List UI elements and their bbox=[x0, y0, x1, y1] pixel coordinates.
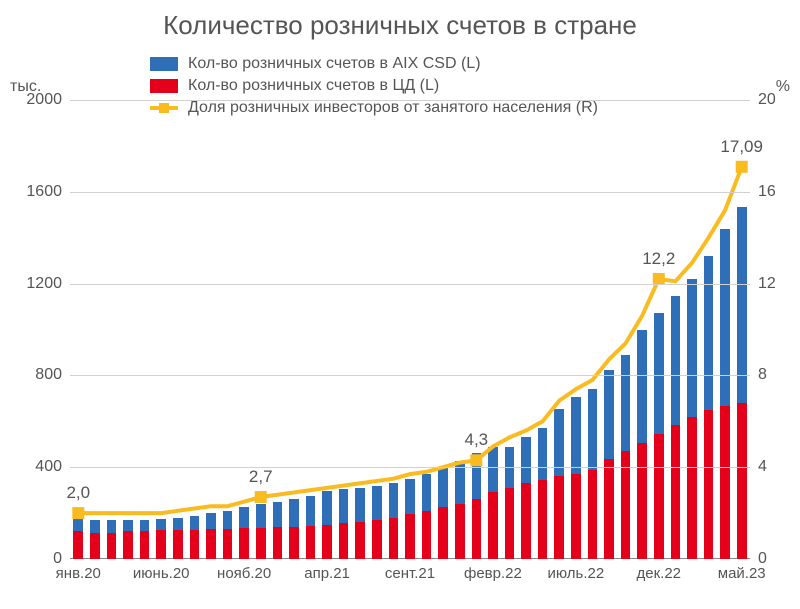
data-label: 12,2 bbox=[642, 249, 675, 269]
share-marker bbox=[255, 491, 267, 503]
share-marker bbox=[72, 507, 84, 519]
grid-line bbox=[70, 192, 750, 193]
y-tick-left: 2000 bbox=[26, 91, 70, 109]
y-tick-left: 800 bbox=[35, 366, 70, 384]
legend-swatch-cd bbox=[150, 79, 178, 93]
share-marker bbox=[470, 454, 482, 466]
y-tick-right: 4 bbox=[750, 458, 767, 476]
legend-item-aix: Кол-во розничных счетов в AIX CSD (L) bbox=[150, 55, 598, 73]
y-tick-right: 8 bbox=[750, 366, 767, 384]
x-tick-label: июль.22 bbox=[547, 559, 604, 582]
grid-line bbox=[70, 375, 750, 376]
x-tick-label: апр.21 bbox=[304, 559, 350, 582]
chart-title: Количество розничных счетов в стране bbox=[0, 10, 800, 41]
data-label: 2,0 bbox=[66, 483, 90, 503]
x-tick-label: февр.22 bbox=[464, 559, 522, 582]
legend-item-cd: Кол-во розничных счетов в ЦД (L) bbox=[150, 77, 598, 95]
y-axis-right-label: % bbox=[776, 78, 790, 96]
legend-swatch-aix bbox=[150, 57, 178, 71]
chart-container: Количество розничных счетов в стране тыс… bbox=[0, 0, 800, 609]
legend-label-cd: Кол-во розничных счетов в ЦД (L) bbox=[188, 77, 439, 95]
y-tick-left: 1600 bbox=[26, 183, 70, 201]
grid-line bbox=[70, 284, 750, 285]
grid-line bbox=[70, 100, 750, 101]
x-tick-label: июнь.20 bbox=[133, 559, 190, 582]
data-label: 17,09 bbox=[720, 137, 763, 157]
grid-line bbox=[70, 467, 750, 468]
y-tick-right: 12 bbox=[750, 275, 776, 293]
x-tick-label: дек.22 bbox=[637, 559, 682, 582]
share-marker bbox=[736, 161, 748, 173]
line-overlay bbox=[70, 100, 750, 559]
x-tick-label: май.23 bbox=[718, 559, 766, 582]
y-tick-left: 400 bbox=[35, 458, 70, 476]
y-tick-right: 16 bbox=[750, 183, 776, 201]
data-label: 4,3 bbox=[465, 430, 489, 450]
x-tick-label: сент.21 bbox=[385, 559, 435, 582]
x-tick-label: янв.20 bbox=[56, 559, 101, 582]
legend-label-aix: Кол-во розничных счетов в AIX CSD (L) bbox=[188, 55, 481, 73]
y-tick-left: 1200 bbox=[26, 275, 70, 293]
share-line bbox=[78, 167, 741, 513]
data-label: 2,7 bbox=[249, 467, 273, 487]
y-tick-right: 20 bbox=[750, 91, 776, 109]
plot-area: 0040048008120012160016200020янв.20июнь.2… bbox=[70, 100, 750, 559]
x-tick-label: нояб.20 bbox=[217, 559, 271, 582]
